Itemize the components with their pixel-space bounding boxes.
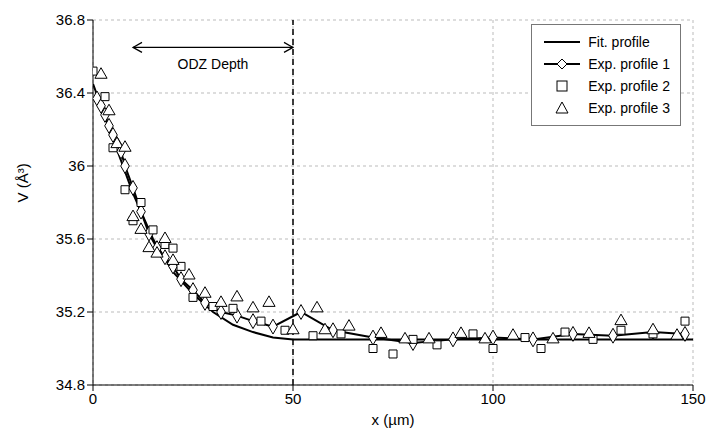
svg-text:0: 0 [89, 390, 97, 407]
svg-text:V (Å³): V (Å³) [14, 163, 31, 202]
svg-text:x (µm): x (µm) [372, 411, 415, 428]
svg-text:150: 150 [680, 390, 705, 407]
html-text:Exp. profile 3: Exp. profile 3 [588, 100, 670, 116]
svg-text:36.8: 36.8 [56, 11, 85, 28]
svg-text:35.6: 35.6 [56, 230, 85, 247]
svg-text:50: 50 [285, 390, 302, 407]
html-text:Exp. profile 2: Exp. profile 2 [588, 78, 670, 94]
svg-text:100: 100 [480, 390, 505, 407]
svg-text:35.2: 35.2 [56, 303, 85, 320]
html-text:Exp. profile 1: Exp. profile 1 [588, 56, 670, 72]
svg-text:34.8: 34.8 [56, 376, 85, 393]
svg-text:36.4: 36.4 [56, 84, 85, 101]
html-text:Fit. profile: Fit. profile [588, 34, 650, 50]
svg-text:ODZ Depth: ODZ Depth [178, 56, 249, 72]
svg-text:36: 36 [68, 157, 85, 174]
